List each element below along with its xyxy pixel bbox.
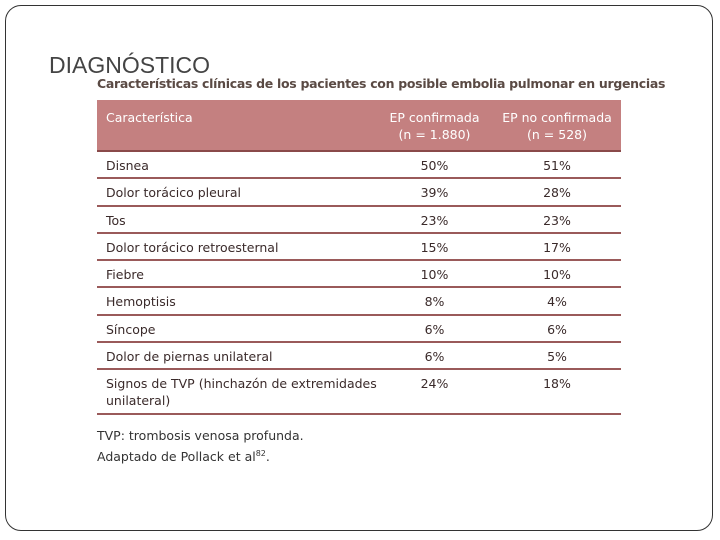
header-line: Característica bbox=[106, 110, 193, 125]
footnote: TVP: trombosis venosa profunda. Adaptado… bbox=[97, 427, 304, 466]
cell: 8% bbox=[424, 294, 445, 310]
footnote-text: Adaptado de Pollack et al bbox=[97, 449, 256, 465]
footnote-line: Adaptado de Pollack et al82. bbox=[97, 445, 304, 466]
cell: 6% bbox=[424, 321, 445, 337]
cell-line: Tos bbox=[106, 212, 126, 228]
cell-line: Dolor de piernas unilateral bbox=[106, 349, 273, 365]
footnote-text: . bbox=[265, 449, 270, 465]
table-row: Síncope 6% 6% bbox=[97, 316, 621, 344]
cell: 18% bbox=[543, 376, 571, 392]
cell: 51% bbox=[543, 158, 571, 173]
table: Característica EP confirmada (n = 1.880) EP… bbox=[97, 100, 621, 416]
cell-line: Disnea bbox=[106, 158, 149, 173]
cell: 39% bbox=[420, 185, 449, 201]
header-line: EP confirmada bbox=[389, 110, 480, 125]
cell-line: Fiebre bbox=[106, 267, 144, 283]
table-row: Hemoptisis 8% 4% bbox=[97, 288, 621, 316]
cell: 6% bbox=[424, 349, 445, 365]
header-line: EP no confirmada bbox=[502, 110, 612, 125]
cell: Dolor torácico pleural bbox=[106, 184, 241, 201]
table-caption: Características clínicas de los paciente… bbox=[97, 76, 666, 91]
cell-line: Signos de TVP (hinchazón de extremidades bbox=[106, 376, 377, 392]
cell: 10% bbox=[543, 267, 571, 283]
cell: 5% bbox=[547, 349, 567, 365]
cell: 23% bbox=[543, 212, 571, 228]
cell-line: Dolor torácico retroesternal bbox=[106, 239, 279, 255]
header-row: Característica EP confirmada (n = 1.880) EP… bbox=[97, 100, 621, 152]
cell: 4% bbox=[547, 294, 567, 310]
slide-title: DIAGNÓSTICO bbox=[49, 52, 211, 78]
cell: 50% bbox=[420, 158, 449, 173]
header-cell: EP confirmada (n = 1.880) bbox=[387, 109, 482, 143]
cell: 6% bbox=[547, 321, 567, 337]
cell: Dolor torácico retroesternal bbox=[106, 239, 278, 256]
table-row: Dolor torácico pleural 39% 28% bbox=[97, 179, 621, 207]
cell: 17% bbox=[543, 239, 571, 255]
superscript: 82 bbox=[255, 449, 266, 458]
header-line: (n = 528) bbox=[527, 127, 587, 142]
cell: 28% bbox=[543, 185, 571, 201]
slide: DIAGNÓSTICO bbox=[5, 5, 713, 531]
footnote-line: TVP: trombosis venosa profunda. bbox=[97, 428, 304, 443]
table-row: Tos 23% 23% bbox=[97, 207, 621, 234]
table-row: Dolor de piernas unilateral 6% 5% bbox=[97, 343, 621, 371]
cell-line: Síncope bbox=[106, 321, 156, 337]
cell: Tos bbox=[106, 212, 126, 229]
cell-line: Hemoptisis bbox=[106, 294, 176, 310]
header-line: (n = 1.880) bbox=[398, 127, 471, 142]
cell-line: Dolor torácico pleural bbox=[106, 185, 241, 201]
cell-line: unilateral) bbox=[106, 393, 171, 409]
cell: 23% bbox=[420, 212, 449, 228]
header-cell: EP no confirmada (n = 528) bbox=[497, 109, 617, 143]
cell: Dolor de piernas unilateral bbox=[106, 348, 273, 365]
table-row: Disnea 50% 51% bbox=[97, 152, 621, 180]
cell: Hemoptisis bbox=[106, 293, 176, 310]
cell: 10% bbox=[420, 267, 449, 283]
table-row: Fiebre 10% 10% bbox=[97, 261, 621, 289]
cell: Síncope bbox=[106, 321, 155, 338]
cell: Fiebre bbox=[106, 266, 144, 283]
cell: 15% bbox=[420, 239, 449, 255]
cell: Signos de TVP (hinchazón de extremidades… bbox=[106, 375, 377, 409]
cell: Disnea bbox=[106, 157, 149, 174]
header-cell: Característica bbox=[106, 109, 193, 126]
cell: 24% bbox=[420, 376, 449, 392]
table-row: Signos de TVP (hinchazón de extremidades… bbox=[97, 370, 621, 416]
table-row: Dolor torácico retroesternal 15% 17% bbox=[97, 234, 621, 262]
